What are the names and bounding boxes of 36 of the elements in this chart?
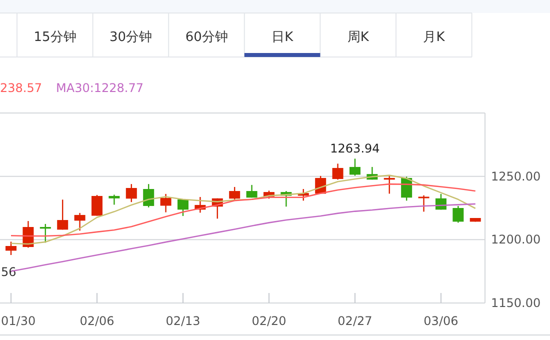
y-tick-label: 1200.00 bbox=[491, 232, 541, 247]
y-tick-label: 1250.00 bbox=[491, 169, 541, 184]
x-tick-label: 02/13 bbox=[166, 314, 200, 328]
text: 15分钟 bbox=[34, 30, 76, 45]
text: 周K bbox=[347, 30, 370, 45]
candlestick bbox=[229, 186, 240, 201]
text: 月K bbox=[423, 30, 446, 45]
candlestick bbox=[452, 205, 464, 224]
candlestick bbox=[92, 194, 102, 216]
text: 60分钟 bbox=[185, 30, 228, 45]
candlestick bbox=[384, 174, 395, 194]
candlestick bbox=[143, 183, 154, 208]
candlestick bbox=[74, 212, 86, 232]
candlestick bbox=[40, 223, 51, 244]
annotation: 56 bbox=[1, 265, 16, 279]
x-tick-label: 01/30 bbox=[1, 314, 36, 328]
y-tick-label: 1150.00 bbox=[491, 296, 541, 310]
candlestick bbox=[418, 194, 430, 212]
candlestick bbox=[349, 158, 360, 176]
x-tick-label: 03/06 bbox=[424, 314, 458, 328]
x-tick-label: 02/20 bbox=[252, 314, 286, 328]
text: MA30:1228.77 bbox=[56, 81, 144, 95]
candlestick bbox=[246, 184, 258, 198]
candlestick bbox=[332, 163, 344, 180]
candlestick bbox=[177, 198, 188, 217]
candlestick bbox=[126, 183, 137, 203]
candlestick bbox=[57, 199, 68, 230]
candlestick bbox=[108, 194, 120, 206]
x-tick-label: 02/27 bbox=[338, 314, 372, 328]
candlestick bbox=[6, 241, 17, 256]
text: 30分钟 bbox=[110, 30, 152, 45]
text: 日K bbox=[272, 30, 294, 45]
x-tick-label: 02/06 bbox=[80, 314, 114, 328]
text: 238.57 bbox=[0, 81, 42, 95]
candlestick bbox=[160, 193, 172, 213]
annotation: 1263.94 bbox=[330, 142, 380, 156]
